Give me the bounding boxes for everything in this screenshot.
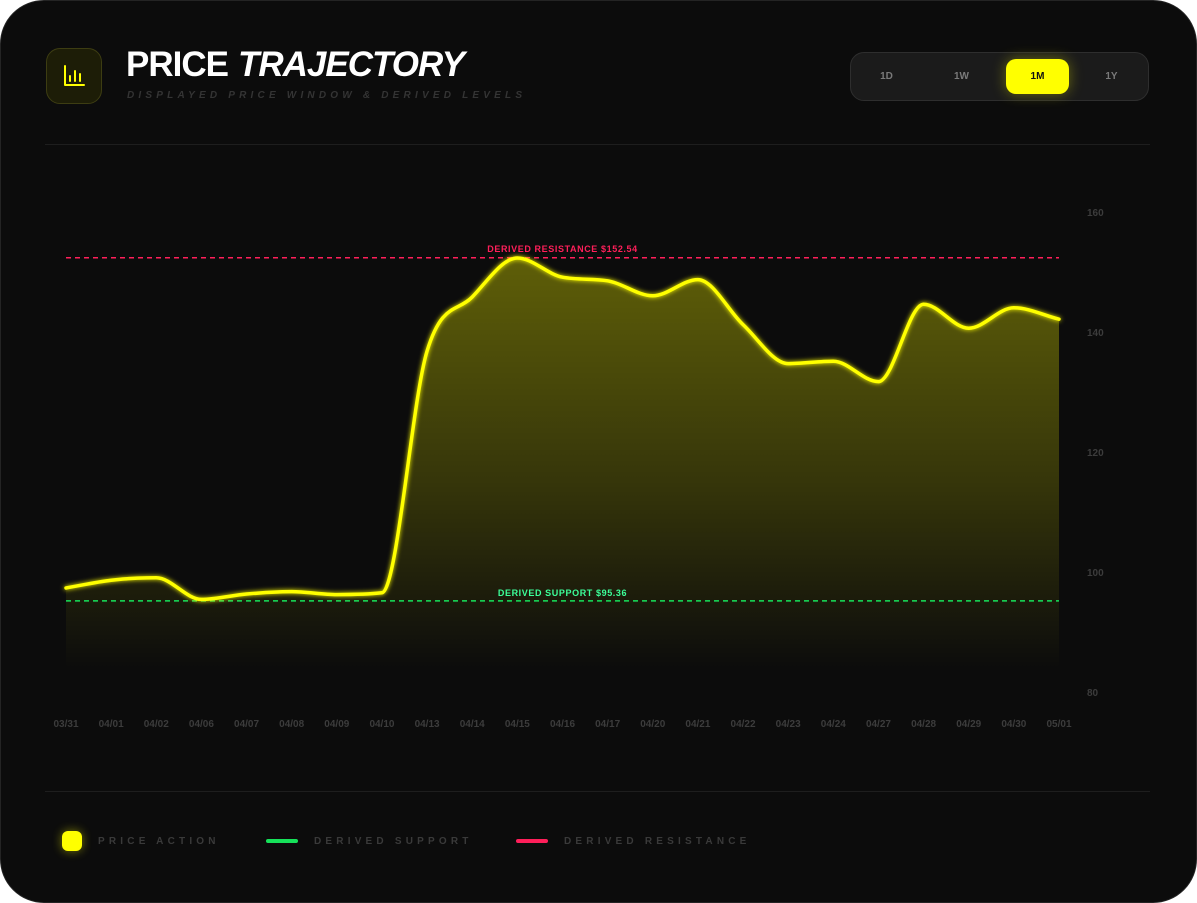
x-tick-label-04-14: 04/14 [460, 719, 485, 730]
bar-chart-icon [64, 65, 85, 86]
x-tick-label-04-23: 04/23 [776, 719, 801, 730]
x-tick-label-04-24: 04/24 [821, 719, 846, 730]
y-tick-label-120: 120 [1087, 448, 1104, 459]
support-label: DERIVED SUPPORT $95.36 [498, 588, 627, 598]
x-tick-label-04-29: 04/29 [956, 719, 981, 730]
time-range-selector: 1D 1W 1M 1Y [850, 52, 1149, 101]
x-tick-label-04-17: 04/17 [595, 719, 620, 730]
y-tick-label-140: 140 [1087, 328, 1104, 339]
x-tick-label-04-01: 04/01 [99, 719, 124, 730]
legend-label-price: PRICE ACTION [98, 835, 220, 847]
legend-label-support: DERIVED SUPPORT [314, 835, 473, 847]
x-tick-label-04-20: 04/20 [640, 719, 665, 730]
x-tick-label-04-22: 04/22 [731, 719, 756, 730]
x-tick-label-05-01: 05/01 [1046, 719, 1071, 730]
y-tick-label-160: 160 [1087, 208, 1104, 219]
footer-divider [45, 791, 1150, 792]
title-main: PRICE [126, 45, 229, 84]
x-tick-label-04-10: 04/10 [369, 719, 394, 730]
range-button-1y[interactable]: 1Y [1105, 71, 1118, 82]
legend-label-resistance: DERIVED RESISTANCE [564, 835, 751, 847]
x-tick-label-04-28: 04/28 [911, 719, 936, 730]
price-swatch [62, 831, 82, 851]
y-tick-label-100: 100 [1087, 568, 1104, 579]
legend-item-price[interactable]: PRICE ACTION [62, 829, 220, 853]
support-swatch [266, 839, 298, 843]
page-title: PRICE TRAJECTORY [126, 45, 465, 85]
resistance-swatch [516, 839, 548, 843]
header-divider [45, 144, 1150, 145]
page-subtitle: DISPLAYED PRICE WINDOW & DERIVED LEVELS [127, 90, 527, 101]
legend-item-support[interactable]: DERIVED SUPPORT [266, 829, 473, 853]
range-button-1m[interactable]: 1M [1006, 59, 1069, 94]
x-tick-label-04-21: 04/21 [685, 719, 710, 730]
price-area [66, 258, 1059, 669]
range-button-1d[interactable]: 1D [880, 71, 893, 82]
x-tick-label-03-31: 03/31 [53, 719, 78, 730]
chart-badge [46, 48, 102, 104]
y-axis: 80 100 120 140 160 [1087, 208, 1104, 699]
x-tick-label-04-15: 04/15 [505, 719, 530, 730]
x-tick-label-04-30: 04/30 [1001, 719, 1026, 730]
title-italic: TRAJECTORY [237, 45, 465, 84]
x-tick-label-04-06: 04/06 [189, 719, 214, 730]
x-tick-label-04-16: 04/16 [550, 719, 575, 730]
x-tick-label-04-07: 04/07 [234, 719, 259, 730]
price-chart: 80 100 120 140 160 03/31 04/01 04/02 04/06 04/07… [53, 208, 1104, 730]
x-tick-label-04-09: 04/09 [324, 719, 349, 730]
range-button-1w[interactable]: 1W [954, 71, 969, 82]
price-line [64, 256, 1061, 602]
x-tick-label-04-02: 04/02 [144, 719, 169, 730]
x-tick-label-04-08: 04/08 [279, 719, 304, 730]
x-tick-label-04-13: 04/13 [415, 719, 440, 730]
resistance-label: DERIVED RESISTANCE $152.54 [487, 244, 637, 254]
y-tick-label-80: 80 [1087, 688, 1099, 699]
x-tick-label-04-27: 04/27 [866, 719, 891, 730]
legend-item-resistance[interactable]: DERIVED RESISTANCE [516, 829, 751, 853]
x-axis: 03/31 04/01 04/02 04/06 04/07 04/08 04/09 04/10… [53, 719, 1071, 730]
